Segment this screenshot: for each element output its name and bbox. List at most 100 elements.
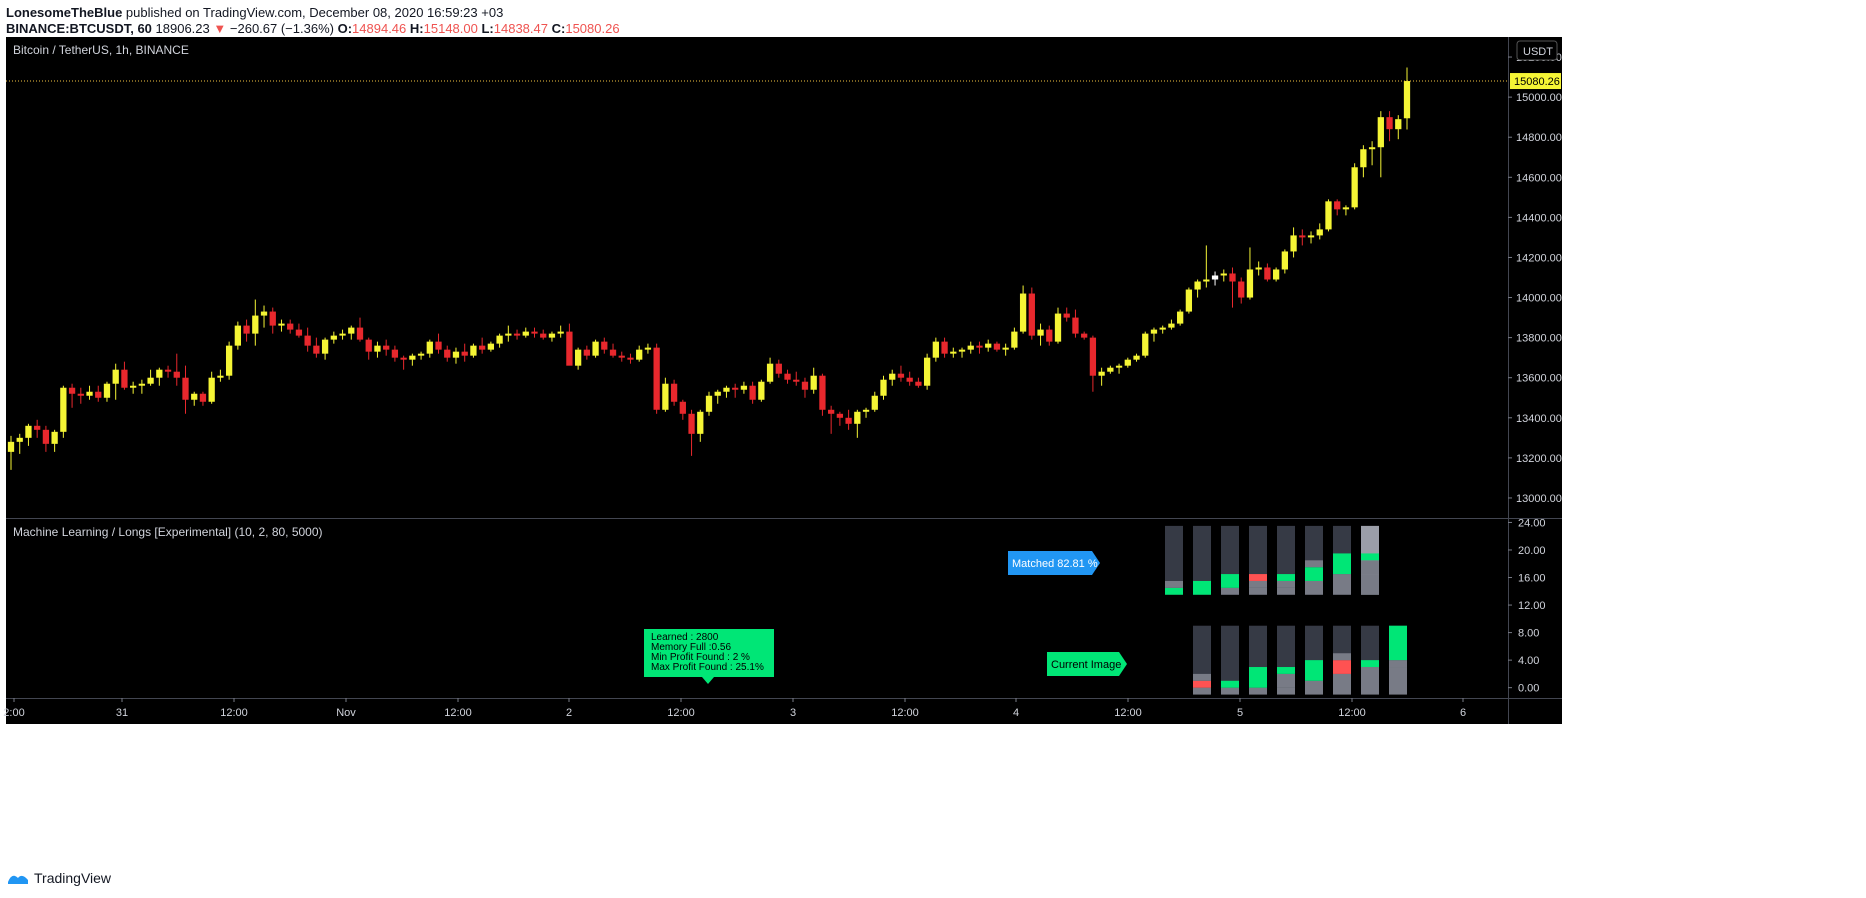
candle-body bbox=[784, 373, 791, 380]
matched-pattern-segment bbox=[1221, 587, 1239, 595]
price-tick-label: 13200.00 bbox=[1516, 453, 1562, 465]
down-arrow-icon: ▼ bbox=[213, 21, 227, 36]
current-image-label: Current Image bbox=[1051, 659, 1121, 671]
candle-body bbox=[1142, 333, 1149, 356]
candle-body bbox=[566, 331, 573, 366]
candle-body bbox=[723, 387, 730, 392]
candle-body bbox=[243, 325, 250, 334]
candle-body bbox=[34, 425, 41, 430]
price-tick-label: 14800.00 bbox=[1516, 132, 1562, 144]
candle-body bbox=[1211, 275, 1219, 280]
candle-body bbox=[1011, 331, 1018, 348]
candle-body bbox=[260, 311, 268, 316]
price-tick-label: 13000.00 bbox=[1516, 493, 1562, 505]
candle-body bbox=[775, 363, 782, 374]
time-tick-label: 12:00 bbox=[667, 707, 695, 719]
price-tick-label: 14600.00 bbox=[1516, 172, 1562, 184]
indicator-tick-label: 20.00 bbox=[1518, 545, 1546, 557]
candle-body bbox=[1255, 267, 1262, 270]
time-tick-label: 4 bbox=[1013, 707, 1019, 719]
footer: TradingView bbox=[6, 870, 111, 886]
open-value: 14894.46 bbox=[352, 21, 407, 36]
author-name[interactable]: LonesomeTheBlue bbox=[6, 5, 123, 20]
candle-body bbox=[1159, 327, 1166, 330]
price-tick-label: 13800.00 bbox=[1516, 333, 1562, 345]
candle-body bbox=[479, 345, 486, 350]
candle-body bbox=[1246, 269, 1254, 298]
candle-body bbox=[1377, 117, 1384, 148]
candle-body bbox=[522, 331, 529, 336]
matched-pattern-segment bbox=[1249, 580, 1267, 588]
candle-body bbox=[749, 385, 756, 400]
candle-body bbox=[1028, 293, 1035, 336]
candle-body bbox=[958, 349, 966, 352]
last-price-label: 15080.26 bbox=[1514, 76, 1560, 88]
candle-body bbox=[199, 393, 207, 402]
current-image-segment bbox=[1333, 653, 1351, 661]
candle-body bbox=[923, 357, 931, 386]
candle-body bbox=[1290, 235, 1297, 252]
candle-body bbox=[548, 333, 556, 338]
candle-body bbox=[740, 385, 748, 390]
matched-pattern-segment bbox=[1277, 587, 1295, 595]
candle-body bbox=[609, 349, 617, 356]
candle-body bbox=[889, 373, 896, 380]
candle-body bbox=[976, 345, 983, 348]
matched-pattern-segment bbox=[1305, 567, 1323, 581]
candle-body bbox=[1368, 147, 1376, 150]
candle-body bbox=[880, 379, 887, 396]
candle-body bbox=[714, 391, 721, 396]
matched-pattern-segment bbox=[1361, 560, 1379, 575]
candle-body bbox=[1220, 273, 1227, 276]
candle-body bbox=[112, 369, 119, 384]
matched-pattern-segment bbox=[1221, 574, 1239, 588]
candle-body bbox=[95, 391, 102, 398]
stats-line: Learned : 2800 bbox=[651, 632, 719, 643]
candle-body bbox=[993, 343, 1001, 350]
candle-body bbox=[7, 441, 15, 452]
candle-body bbox=[1124, 359, 1131, 366]
price-tick-label: 14000.00 bbox=[1516, 293, 1562, 305]
footer-brand[interactable]: TradingView bbox=[34, 870, 112, 886]
candle-body bbox=[845, 417, 852, 424]
candle-body bbox=[1063, 313, 1070, 318]
candle-body bbox=[330, 335, 337, 340]
chart-title: Bitcoin / TetherUS, 1h, BINANCE bbox=[13, 43, 189, 57]
matched-pattern-segment bbox=[1165, 580, 1183, 588]
candle-body bbox=[697, 411, 704, 434]
publish-info: LonesomeTheBlue published on TradingView… bbox=[6, 5, 503, 20]
time-tick-label: Nov bbox=[336, 707, 356, 719]
candle-body bbox=[862, 409, 870, 412]
candle-body bbox=[670, 383, 678, 402]
candle-body bbox=[1107, 367, 1114, 372]
matched-pattern-bar bbox=[1193, 525, 1211, 595]
candle-body bbox=[487, 343, 495, 350]
candle-body bbox=[348, 327, 355, 334]
current-image-segment bbox=[1277, 687, 1295, 695]
candle-body bbox=[383, 345, 390, 350]
current-image-segment bbox=[1389, 660, 1407, 668]
candle-body bbox=[732, 387, 739, 390]
candle-body bbox=[950, 351, 957, 354]
candle-body bbox=[1194, 281, 1201, 290]
candle-body bbox=[164, 369, 172, 372]
chart-canvas[interactable]: 15200.0015000.0014800.0014600.0014400.00… bbox=[0, 0, 1866, 866]
candle-body bbox=[356, 327, 364, 340]
candle-body bbox=[191, 393, 198, 400]
candle-body bbox=[513, 333, 521, 336]
time-axis bbox=[6, 698, 1508, 724]
time-tick-label: 6 bbox=[1460, 707, 1466, 719]
candle-body bbox=[1177, 311, 1184, 324]
candle-body bbox=[531, 331, 538, 334]
current-image-segment bbox=[1389, 667, 1407, 695]
candle-body bbox=[871, 395, 878, 410]
candle-body bbox=[705, 395, 713, 412]
indicator-tick-label: 4.00 bbox=[1518, 655, 1539, 667]
high-label: H: bbox=[409, 21, 424, 36]
time-tick-label: 5 bbox=[1237, 707, 1243, 719]
current-image-bar bbox=[1221, 625, 1239, 695]
candle-body bbox=[1334, 201, 1341, 210]
candle-body bbox=[583, 349, 590, 356]
candle-body bbox=[897, 373, 905, 378]
candle-body bbox=[1307, 235, 1315, 238]
